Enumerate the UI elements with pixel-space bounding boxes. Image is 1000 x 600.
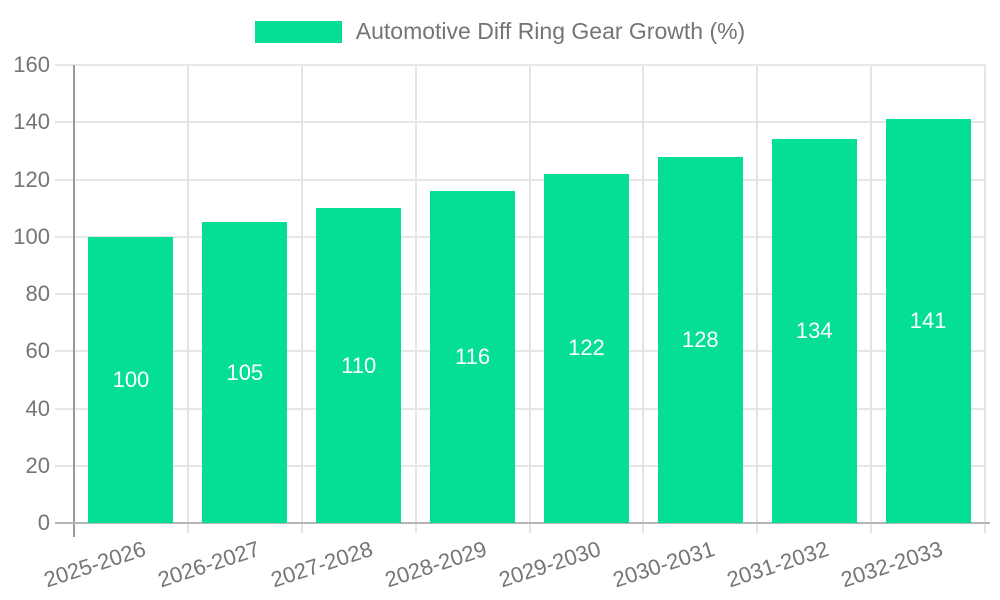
y-axis-tick-label: 140 xyxy=(13,109,50,135)
y-axis-line xyxy=(73,65,75,537)
bar-value-label: 128 xyxy=(681,326,719,352)
gridline-vertical xyxy=(756,65,759,533)
x-axis-tick-label: 2031-2032 xyxy=(723,536,832,593)
bar: 141 xyxy=(885,119,971,523)
y-axis-tick-label: 60 xyxy=(25,338,50,364)
bar: 128 xyxy=(657,156,743,523)
y-axis-tick-label: 80 xyxy=(25,281,50,306)
gridline-vertical xyxy=(642,65,645,533)
x-axis-tick-label: 2032-2033 xyxy=(837,536,946,593)
y-axis-tick-label: 20 xyxy=(25,452,50,478)
bar: 105 xyxy=(202,222,288,523)
bar-value-label: 100 xyxy=(112,366,150,392)
gridline-vertical xyxy=(870,65,873,533)
bar: 134 xyxy=(771,139,857,523)
bar-value-label: 122 xyxy=(568,335,605,361)
bar: 122 xyxy=(543,173,629,523)
x-axis-tick-label: 2030-2031 xyxy=(609,536,718,593)
y-axis-tick-label: 120 xyxy=(13,166,50,192)
x-axis-tick-label: 2028-2029 xyxy=(382,536,490,593)
gridline-horizontal xyxy=(55,121,985,124)
gridline-vertical xyxy=(186,65,189,533)
x-axis-tick-label: 2025-2026 xyxy=(40,536,149,593)
gridline-horizontal xyxy=(55,293,985,295)
x-axis-tick-label: 2029-2030 xyxy=(496,536,604,593)
legend-swatch xyxy=(254,20,342,43)
gridline-horizontal xyxy=(55,178,985,181)
bar-value-label: 110 xyxy=(341,352,377,378)
y-axis-tick-label: 0 xyxy=(37,510,50,535)
bar-value-label: 116 xyxy=(455,343,491,369)
bar-value-label: 141 xyxy=(909,308,947,334)
bar-value-label: 105 xyxy=(226,359,264,385)
bar: 110 xyxy=(316,208,402,523)
gridline-vertical xyxy=(984,65,986,533)
gridline-vertical xyxy=(414,65,417,533)
gridline-horizontal xyxy=(55,464,985,467)
y-axis-tick-label: 100 xyxy=(13,223,50,249)
gridline-vertical xyxy=(300,65,303,533)
gridline-vertical xyxy=(528,65,531,533)
x-axis-tick-label: 2026-2027 xyxy=(154,536,263,593)
gridline-horizontal xyxy=(55,235,985,238)
gridline-horizontal xyxy=(55,350,985,353)
gridline-horizontal xyxy=(55,407,985,410)
y-axis-tick-label: 160 xyxy=(13,52,50,77)
bar: 116 xyxy=(430,190,516,523)
legend: Automotive Diff Ring Gear Growth (%) xyxy=(0,18,1000,45)
x-axis-tick-label: 2027-2028 xyxy=(268,536,377,593)
bar-value-label: 134 xyxy=(795,318,833,344)
y-axis-tick-label: 40 xyxy=(25,395,50,421)
legend-label: Automotive Diff Ring Gear Growth (%) xyxy=(355,18,746,44)
gridline-horizontal xyxy=(55,64,985,66)
bar: 100 xyxy=(88,236,174,523)
x-axis-line xyxy=(55,522,990,524)
